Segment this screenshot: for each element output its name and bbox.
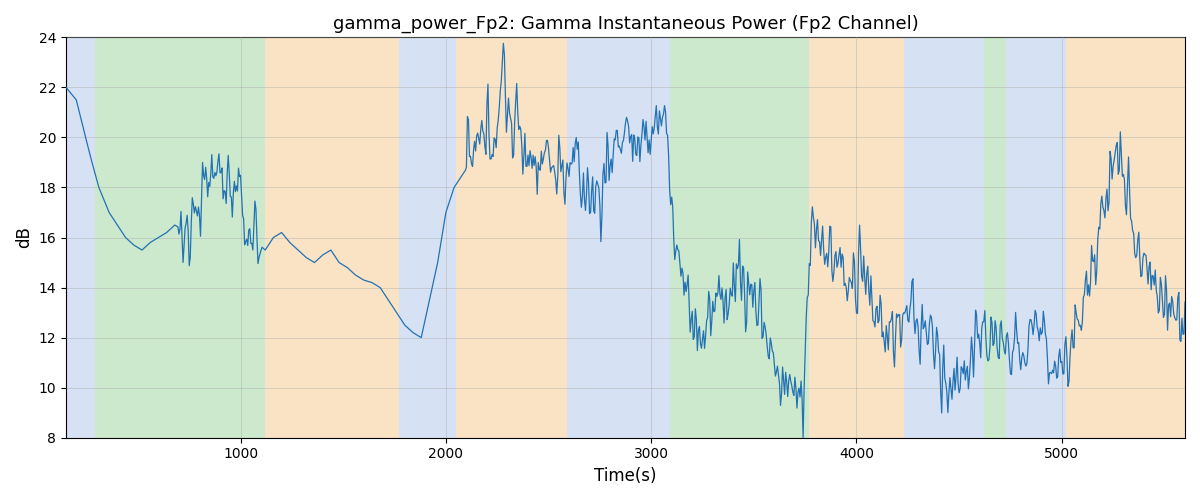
Bar bbox=[1007, 38, 1066, 438]
Bar bbox=[809, 38, 904, 438]
Bar bbox=[566, 38, 670, 438]
Bar bbox=[456, 38, 566, 438]
Bar bbox=[1066, 38, 1186, 438]
Bar bbox=[670, 38, 809, 438]
Bar bbox=[398, 38, 456, 438]
Bar bbox=[265, 38, 398, 438]
Bar bbox=[95, 38, 265, 438]
Bar bbox=[904, 38, 984, 438]
Y-axis label: dB: dB bbox=[14, 226, 32, 248]
Title: gamma_power_Fp2: Gamma Instantaneous Power (Fp2 Channel): gamma_power_Fp2: Gamma Instantaneous Pow… bbox=[332, 15, 918, 34]
Bar bbox=[984, 38, 1007, 438]
Bar bbox=[66, 38, 95, 438]
X-axis label: Time(s): Time(s) bbox=[594, 467, 656, 485]
